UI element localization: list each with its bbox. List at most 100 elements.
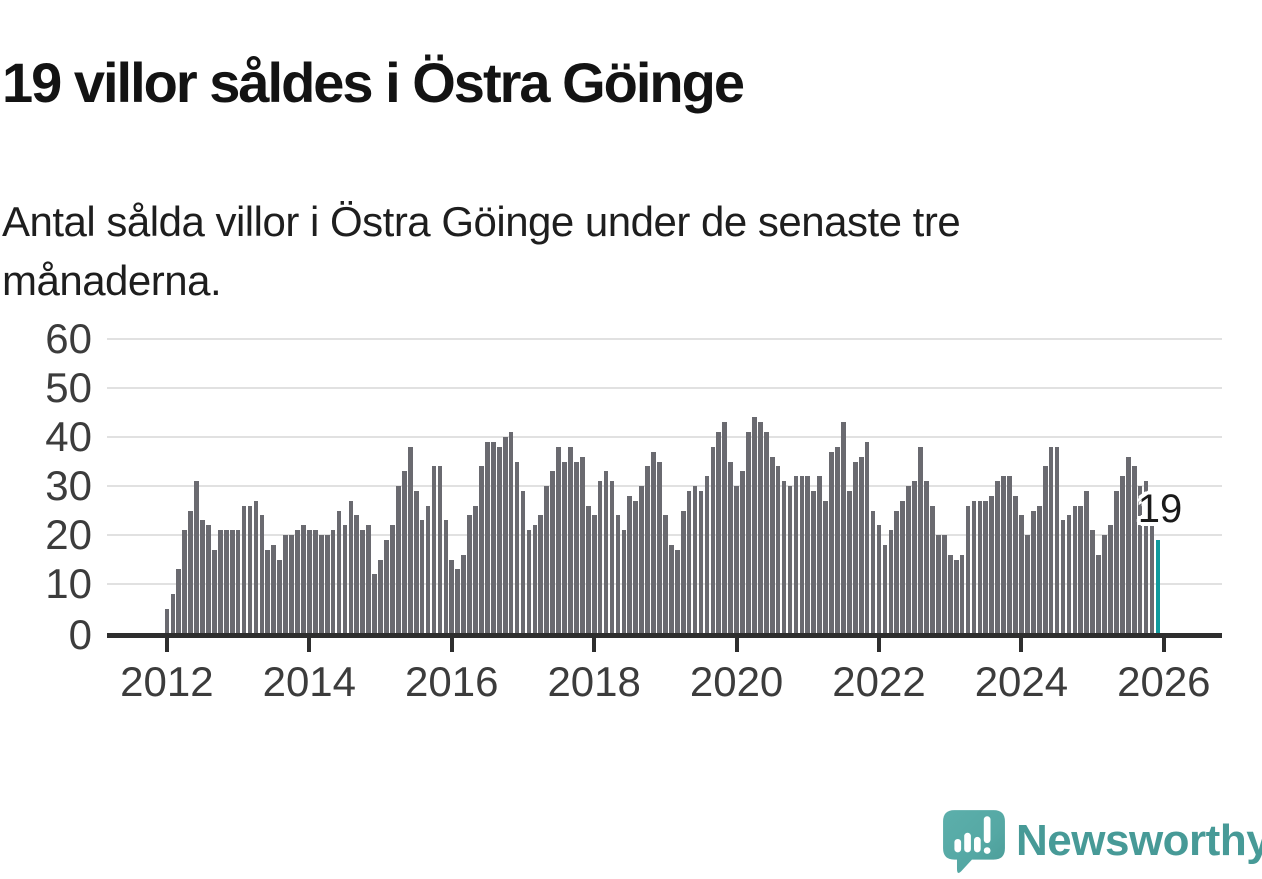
bar [1042,466,1048,633]
bar [894,510,900,633]
bar [888,530,894,633]
bar [1114,490,1119,633]
bar [200,520,205,633]
newsworthy-logo: Newsworthy [941,808,1262,874]
bar [912,481,917,633]
bar [947,554,953,633]
bar [692,486,698,633]
bar [597,481,603,633]
bar [431,466,437,633]
bar [995,481,1001,633]
page-subtitle: Antal sålda villor i Östra Göinge under … [2,198,961,304]
y-axis-label: 40 [45,413,92,460]
bar [769,456,775,633]
bar [277,559,283,633]
x-axis-line [107,633,1222,638]
page-title: 19 villor såldes i Östra Göinge [2,50,745,114]
y-axis-label: 30 [45,462,92,509]
bar [538,515,544,633]
bar [959,554,965,633]
x-axis-tick [307,638,312,652]
bar [918,446,923,633]
x-axis-label: 2022 [832,658,926,705]
y-axis-label: 20 [45,511,92,558]
bar [674,549,680,633]
bar [550,471,555,633]
bar [864,441,870,633]
bar [544,486,550,633]
y-axis-label: 50 [45,364,92,411]
bar [467,515,472,633]
x-axis-tick [164,638,169,652]
bar [882,544,888,633]
bar [639,486,644,633]
bar [805,476,811,633]
bar [229,530,235,633]
x-axis-tick [592,638,597,652]
bar [574,461,579,633]
x-axis-label: 2026 [1117,658,1211,705]
bar [164,608,170,633]
bar [734,486,739,633]
bar [1054,446,1060,633]
bar [1013,495,1018,633]
bar [758,422,763,633]
bar [936,535,941,633]
bar [247,505,253,633]
chart-gridline [107,485,1222,487]
bar [953,559,959,633]
bar [502,437,508,633]
y-axis-label: 0 [68,611,92,658]
bar [1125,456,1131,633]
bar [680,510,686,633]
newsworthy-wordmark: Newsworthy [1016,816,1262,865]
x-axis-label: 2014 [262,658,357,705]
bar [633,500,639,633]
bar [390,525,395,633]
bar [265,549,271,633]
y-axis-label: 10 [45,560,92,607]
bar [378,559,383,633]
bar [645,466,650,633]
bar [1072,505,1078,633]
bar [526,530,532,633]
bar [716,432,722,633]
bar [1025,535,1030,633]
bar [568,446,573,633]
bar [235,530,241,633]
bar [763,432,769,633]
bar [437,466,443,633]
bar [668,544,674,633]
bar [188,510,194,633]
bar [479,466,484,633]
bar [496,446,502,633]
bar [342,525,348,633]
bar [847,490,852,633]
bar [609,481,615,633]
x-axis-label: 2024 [974,658,1069,705]
bar [473,505,478,633]
bar [870,510,876,633]
bar [1030,510,1036,633]
bar [490,441,496,633]
bar [746,432,751,633]
bar [223,530,229,633]
bar [449,559,455,633]
bar [182,530,188,633]
bar [532,525,538,633]
bar [295,530,300,633]
bar [312,530,318,633]
x-axis-label: 2018 [547,658,641,705]
bar [698,490,704,633]
bar [787,486,793,633]
bar [781,481,787,633]
bar [348,500,354,633]
bar [722,422,728,633]
bar [520,490,526,633]
bar [1036,505,1042,633]
bar [686,490,692,633]
bar [627,495,633,633]
bar [1137,486,1143,633]
bar [752,417,757,633]
